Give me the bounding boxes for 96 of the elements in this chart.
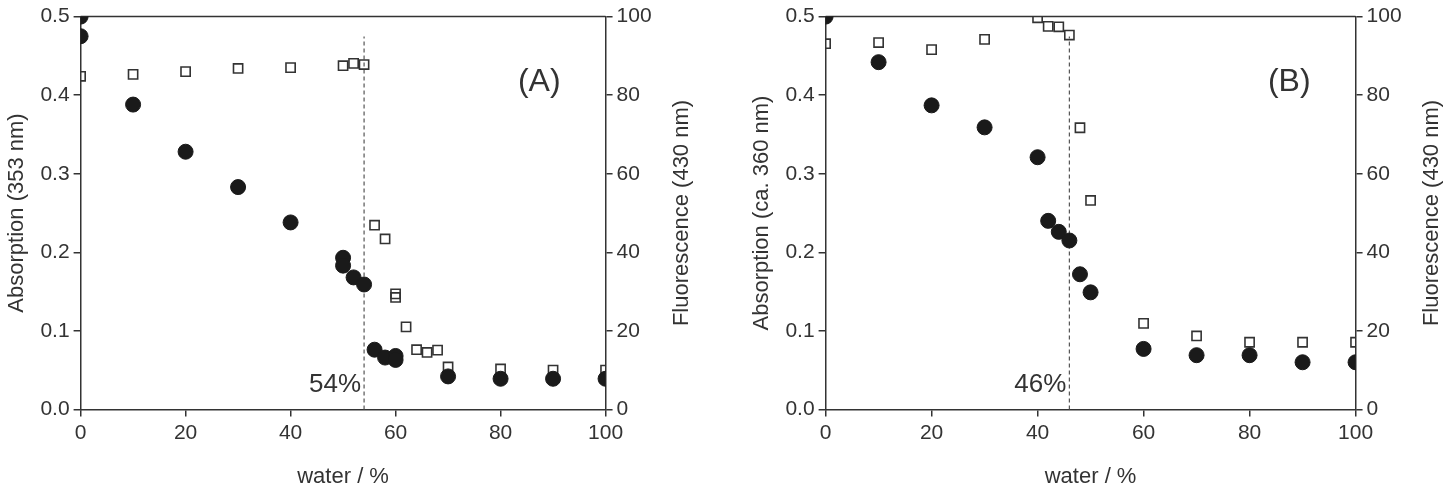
point bbox=[285, 62, 296, 74]
y-tick-label: 0.0 bbox=[785, 396, 815, 420]
point bbox=[180, 66, 191, 77]
point bbox=[1188, 347, 1205, 364]
y2-tick-label: 20 bbox=[616, 317, 640, 341]
y2-tick-label: 0 bbox=[1366, 396, 1379, 420]
point bbox=[127, 68, 139, 80]
ref-line-label: 54% bbox=[309, 367, 362, 398]
point bbox=[1135, 340, 1152, 357]
y2-tick-label: 100 bbox=[616, 3, 652, 27]
point bbox=[1063, 29, 1075, 41]
point bbox=[390, 288, 401, 300]
y-tick-label: 0.2 bbox=[40, 239, 70, 263]
point bbox=[1040, 212, 1057, 229]
y-axis-title: Absorption (353 nm) bbox=[3, 113, 29, 313]
point bbox=[411, 344, 422, 356]
point bbox=[440, 368, 457, 385]
point bbox=[366, 341, 383, 358]
y2-tick-label: 100 bbox=[1366, 3, 1402, 27]
y-tick-label: 0.3 bbox=[785, 160, 815, 184]
x-tick-label: 100 bbox=[1338, 419, 1374, 443]
annotation: (B) bbox=[1267, 62, 1311, 99]
annotation: (A) bbox=[517, 62, 561, 99]
point bbox=[1294, 354, 1311, 371]
x-tick-label: 40 bbox=[278, 419, 303, 443]
y-tick-label: 0.5 bbox=[40, 3, 70, 27]
y-tick-label: 0.2 bbox=[785, 239, 815, 263]
point bbox=[432, 344, 443, 356]
y-tick-label: 0.0 bbox=[40, 396, 70, 420]
point bbox=[545, 370, 562, 387]
point bbox=[1050, 223, 1067, 240]
y-tick-label: 0.4 bbox=[40, 81, 70, 105]
y2-axis-title: Fluorescence (430 nm) bbox=[668, 99, 694, 327]
point bbox=[369, 219, 380, 231]
point bbox=[1074, 122, 1086, 134]
point bbox=[1061, 232, 1078, 249]
x-tick-label: 60 bbox=[383, 419, 408, 443]
point bbox=[873, 37, 884, 48]
y2-axis-title: Fluorescence (430 nm) bbox=[1418, 99, 1444, 327]
point bbox=[1241, 347, 1258, 364]
y2-tick-label: 20 bbox=[1366, 317, 1390, 341]
y2-tick-label: 60 bbox=[1366, 160, 1390, 184]
y-tick-label: 0.3 bbox=[40, 160, 70, 184]
point bbox=[337, 60, 349, 72]
y2-tick-label: 60 bbox=[616, 160, 640, 184]
point bbox=[400, 321, 412, 333]
point bbox=[495, 363, 506, 375]
y-axis-title: Absorption (ca. 360 nm) bbox=[748, 95, 774, 331]
point bbox=[230, 179, 247, 196]
y2-tick-label: 0 bbox=[616, 396, 629, 420]
y-tick-label: 0.1 bbox=[785, 317, 815, 341]
y-tick-label: 0.5 bbox=[785, 3, 815, 27]
y2-tick-label: 40 bbox=[1366, 239, 1390, 263]
x-tick-label: 60 bbox=[1131, 419, 1156, 443]
y2-tick-label: 80 bbox=[616, 81, 640, 105]
point bbox=[421, 347, 433, 358]
point bbox=[358, 59, 370, 70]
point bbox=[1042, 21, 1054, 32]
x-tick-label: 80 bbox=[488, 419, 513, 443]
point bbox=[1082, 284, 1099, 301]
y-tick-label: 0.4 bbox=[785, 81, 815, 105]
point bbox=[926, 44, 937, 55]
point bbox=[390, 292, 401, 303]
ref-line-label: 46% bbox=[1014, 367, 1067, 398]
point bbox=[282, 214, 299, 231]
point bbox=[1297, 336, 1308, 348]
point bbox=[1191, 330, 1202, 342]
x-axis-title: water / % bbox=[1043, 462, 1137, 488]
x-tick-label: 20 bbox=[173, 419, 198, 443]
point bbox=[1244, 336, 1255, 348]
x-tick-label: 0 bbox=[819, 419, 832, 443]
y2-tick-label: 40 bbox=[616, 239, 640, 263]
x-tick-label: 100 bbox=[588, 419, 624, 443]
point bbox=[870, 54, 887, 71]
x-axis-title: water / % bbox=[296, 462, 389, 488]
point bbox=[976, 119, 993, 136]
y2-tick-label: 80 bbox=[1366, 81, 1390, 105]
point bbox=[125, 96, 142, 113]
point bbox=[1053, 21, 1065, 33]
point bbox=[1138, 317, 1149, 329]
point bbox=[1071, 266, 1088, 283]
x-tick-label: 80 bbox=[1237, 419, 1262, 443]
x-tick-label: 20 bbox=[919, 419, 944, 443]
point bbox=[492, 370, 509, 387]
point bbox=[979, 33, 990, 45]
point bbox=[1029, 149, 1046, 166]
point bbox=[356, 276, 373, 293]
x-tick-label: 0 bbox=[74, 419, 87, 443]
y-tick-label: 0.1 bbox=[40, 317, 70, 341]
point bbox=[1085, 195, 1096, 206]
point bbox=[232, 63, 244, 74]
point bbox=[177, 143, 194, 160]
point bbox=[348, 57, 359, 69]
point bbox=[379, 233, 391, 245]
point bbox=[923, 97, 940, 114]
x-tick-label: 40 bbox=[1025, 419, 1050, 443]
